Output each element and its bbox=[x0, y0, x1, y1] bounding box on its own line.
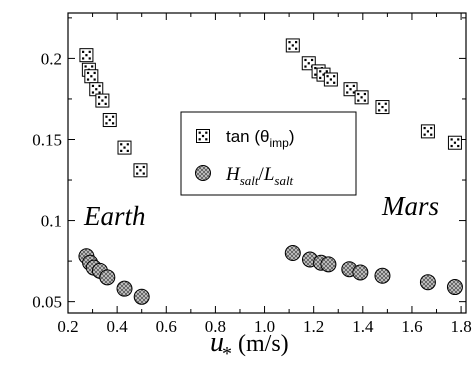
data-point-tan bbox=[323, 72, 338, 87]
data-point-tan bbox=[343, 82, 358, 97]
legend-ratio-slash: / bbox=[259, 164, 265, 185]
annotation-mars: Mars bbox=[381, 191, 439, 221]
x-axis-label-sub: * bbox=[222, 343, 232, 365]
data-point-tan bbox=[285, 38, 300, 53]
data-point-ratio bbox=[99, 269, 116, 286]
data-point-ratio bbox=[374, 267, 391, 284]
data-point-ratio bbox=[133, 288, 150, 305]
data-point-tan bbox=[117, 140, 132, 155]
legend-tan-main: tan (θ bbox=[226, 127, 269, 146]
data-point-tan bbox=[95, 93, 110, 108]
x-tick-label: 0.2 bbox=[57, 317, 78, 336]
y-tick-label: 0.1 bbox=[41, 212, 62, 231]
legend-ratio-l: L bbox=[263, 164, 275, 185]
legend-box bbox=[180, 111, 357, 196]
data-point-ratio bbox=[116, 280, 133, 297]
y-tick-label: 0.05 bbox=[32, 293, 62, 312]
data-point-ratio bbox=[352, 264, 369, 281]
plot-frame bbox=[67, 12, 467, 314]
data-point-tan bbox=[133, 163, 148, 178]
data-point-ratio bbox=[284, 245, 301, 261]
data-point-tan bbox=[79, 48, 94, 63]
data-point-tan bbox=[84, 69, 99, 84]
x-tick-label: 1.6 bbox=[401, 317, 422, 336]
annotation-earth: Earth bbox=[83, 201, 146, 231]
legend-ratio-hsub: salt bbox=[240, 173, 259, 188]
x-tick-label: 1.0 bbox=[254, 317, 275, 336]
data-point-tan bbox=[102, 113, 117, 128]
legend-marker-circle bbox=[195, 165, 211, 181]
x-axis-label-u: u bbox=[210, 327, 224, 358]
data-point-ratio bbox=[419, 274, 436, 291]
legend-tan-sub: imp bbox=[269, 136, 289, 150]
y-tick-label: 0.2 bbox=[41, 49, 62, 68]
legend-square-mark bbox=[196, 129, 210, 143]
data-point-tan bbox=[420, 124, 435, 139]
legend-ratio-lsub: salt bbox=[274, 173, 293, 188]
x-tick-label: 1.4 bbox=[352, 317, 374, 336]
legend-marker-square bbox=[196, 129, 210, 143]
legend-label-tan: tan (θimp) bbox=[226, 127, 295, 150]
data-point-ratio bbox=[320, 256, 337, 273]
x-tick-label: 1.8 bbox=[450, 317, 471, 336]
legend-ratio-h: H bbox=[225, 164, 241, 185]
x-axis-label-unit: (m/s) bbox=[232, 331, 289, 357]
x-tick-label: 1.2 bbox=[303, 317, 324, 336]
data-point-tan bbox=[447, 135, 462, 150]
legend-label-ratio: Hsalt/Lsalt bbox=[225, 164, 294, 188]
x-tick-label: 0.6 bbox=[156, 317, 177, 336]
data-point-tan bbox=[375, 100, 390, 115]
legend: tan (θimp) Hsalt/Lsalt bbox=[180, 111, 357, 196]
legend-tan-end: ) bbox=[289, 127, 295, 146]
x-axis-label: u* (m/s) bbox=[210, 327, 289, 365]
x-tick-label: 0.4 bbox=[107, 317, 129, 336]
data-marks bbox=[78, 38, 463, 305]
data-point-tan bbox=[354, 90, 369, 105]
legend-circle-mark bbox=[195, 165, 211, 181]
x-tick-label: 0.8 bbox=[205, 317, 226, 336]
y-tick-label: 0.15 bbox=[32, 130, 62, 149]
axis-ticks: 0.2 0.4 0.6 0.8 1.0 1.2 1.4 1.6 1.8 0.05 0.1 0.15 0.… bbox=[32, 13, 472, 336]
data-point-ratio bbox=[446, 279, 463, 296]
